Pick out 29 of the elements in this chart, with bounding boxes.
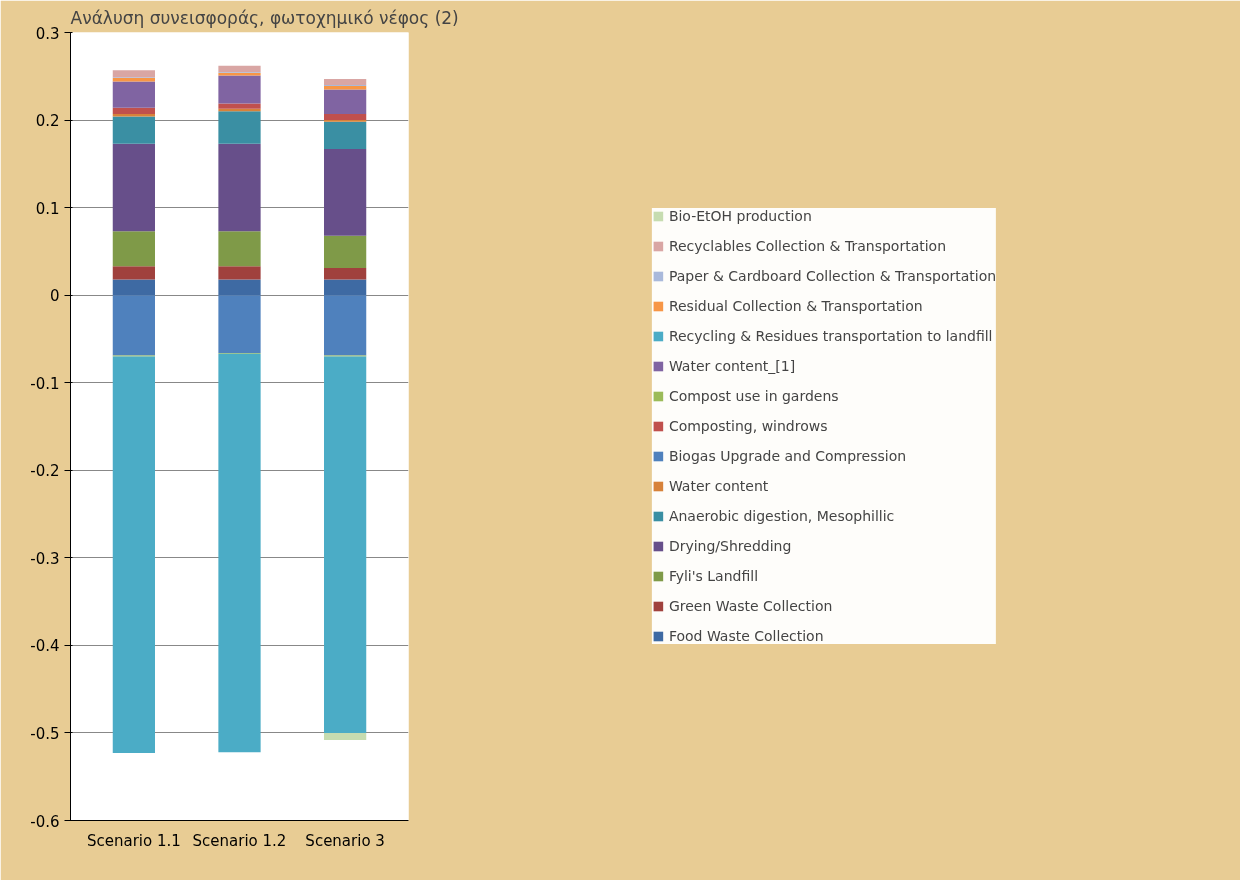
legend-label: Recyclables Collection & Transportation: [668, 238, 947, 254]
legend-label: Water content_[1]: [668, 358, 796, 374]
y-tick-label: 0.3: [35, 24, 60, 43]
legend-label: Residual Collection & Transportation: [668, 298, 923, 314]
y-tick-label: -0.5: [30, 724, 60, 743]
legend-label: Anaerobic digestion, Mesophillic: [668, 508, 895, 524]
y-tick-label: 0.1: [35, 199, 60, 218]
legend-label: Recycling & Residues transportation to landfill: [668, 328, 993, 344]
legend-label: Water content: [668, 478, 769, 494]
y-tick-label: -0.2: [30, 462, 60, 481]
chart-title: Ανάλυση συνεισφοράς, φωτοχημικό νέφος (2): [70, 7, 459, 28]
legend-label: Drying/Shredding: [668, 538, 792, 554]
legend-label: Food Waste Collection: [668, 628, 824, 644]
legend-label: Compost use in gardens: [668, 388, 839, 404]
y-tick-label: -0.3: [30, 549, 60, 568]
legend-label: Fyli's Landfill: [668, 568, 759, 584]
y-tick-label: -0.4: [30, 637, 60, 656]
legend-label: Biogas Upgrade and Compression: [668, 448, 907, 464]
legend-label: Composting, windrows: [668, 418, 828, 434]
x-tick-label: Scenario 1.1: [86, 831, 181, 850]
x-tick-label: Scenario 3: [305, 831, 385, 850]
y-tick-label: 0: [49, 287, 60, 306]
y-tick-label: -0.1: [30, 374, 60, 393]
legend-label: Green Waste Collection: [668, 598, 833, 614]
legend-label: Paper & Cardboard Collection & Transportation: [668, 268, 997, 284]
x-tick-label: Scenario 1.2: [192, 831, 287, 850]
legend-label: Bio-EtOH production: [668, 208, 812, 224]
y-tick-label: 0.2: [35, 112, 60, 131]
y-tick-label: -0.6: [30, 812, 60, 831]
